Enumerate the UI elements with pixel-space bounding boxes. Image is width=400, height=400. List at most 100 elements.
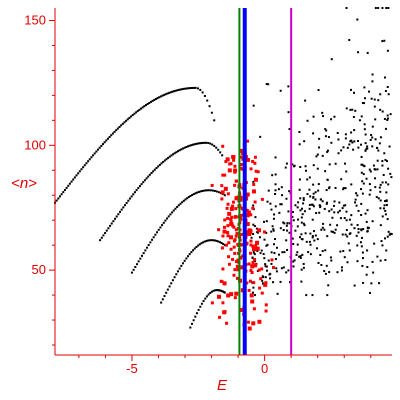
red-point [253,263,258,268]
black-point [185,257,188,260]
red-point [225,157,230,162]
red-point [226,192,230,196]
black-point [292,265,295,268]
black-point [325,202,328,205]
black-point [279,227,282,230]
black-point [360,245,363,248]
red-point [251,160,255,164]
black-point [72,178,75,181]
black-point [324,170,327,173]
black-point [272,217,275,220]
black-point [265,231,268,234]
red-point [245,241,249,245]
black-point [326,201,329,204]
red-point [223,173,227,177]
black-point [164,219,167,222]
black-point [374,138,377,141]
black-point [336,224,339,227]
black-point [203,240,206,243]
black-point [287,269,290,272]
red-point [234,291,239,296]
black-point [389,172,392,175]
red-point [226,234,230,238]
red-point [255,246,260,251]
black-point [256,231,259,234]
black-point [166,92,169,95]
red-point [246,232,250,236]
black-point [270,208,273,211]
black-point [193,247,196,250]
black-point [158,163,161,166]
black-point [133,112,136,115]
black-point [368,168,371,171]
black-point [328,163,331,166]
black-point [354,109,357,112]
black-point [286,248,289,251]
red-point [235,232,239,236]
red-point [231,224,235,228]
red-point [233,296,237,300]
red-point [251,206,255,210]
black-point [328,271,331,274]
red-point [229,219,233,223]
black-point [283,251,286,254]
black-point [361,192,364,195]
black-point [104,232,107,235]
black-point [213,189,216,192]
black-point [321,250,324,253]
black-point [360,236,363,239]
black-point [252,104,255,107]
black-point [296,251,299,254]
black-point [386,85,389,88]
black-point [218,241,221,244]
black-point [191,86,194,89]
black-point [148,173,151,176]
black-point [378,142,381,145]
black-point [312,230,315,233]
black-point [382,207,385,210]
black-point [379,136,382,139]
black-point [130,271,133,274]
black-point [151,238,154,241]
black-point [308,203,311,206]
black-point [121,122,124,125]
black-point [356,18,359,21]
black-point [342,146,345,149]
black-point [364,149,367,152]
black-point [351,141,354,144]
black-point [350,139,353,142]
black-point [381,7,384,9]
black-point [301,213,304,216]
black-point [184,198,187,201]
red-point [253,200,257,204]
red-point [224,160,228,164]
black-point [366,145,369,148]
black-point [362,182,365,185]
red-point [220,197,224,201]
black-point [111,132,114,135]
black-point [318,137,321,140]
black-point [188,144,191,147]
black-point [385,249,388,252]
black-point [329,223,332,226]
black-point [93,152,96,155]
black-point [383,152,386,155]
red-point [250,299,255,304]
black-point [337,152,340,155]
black-point [260,249,263,252]
red-point [253,155,257,159]
black-point [338,201,341,204]
black-point [186,197,189,200]
red-point [249,243,253,247]
black-point [254,260,257,263]
black-point [206,99,209,102]
black-point [258,236,261,239]
black-point [361,163,364,166]
black-point [302,222,305,225]
red-point [225,206,229,210]
black-point [123,204,126,207]
black-point [344,233,347,236]
black-point [369,170,372,173]
red-point [233,268,237,272]
red-point [250,264,255,269]
